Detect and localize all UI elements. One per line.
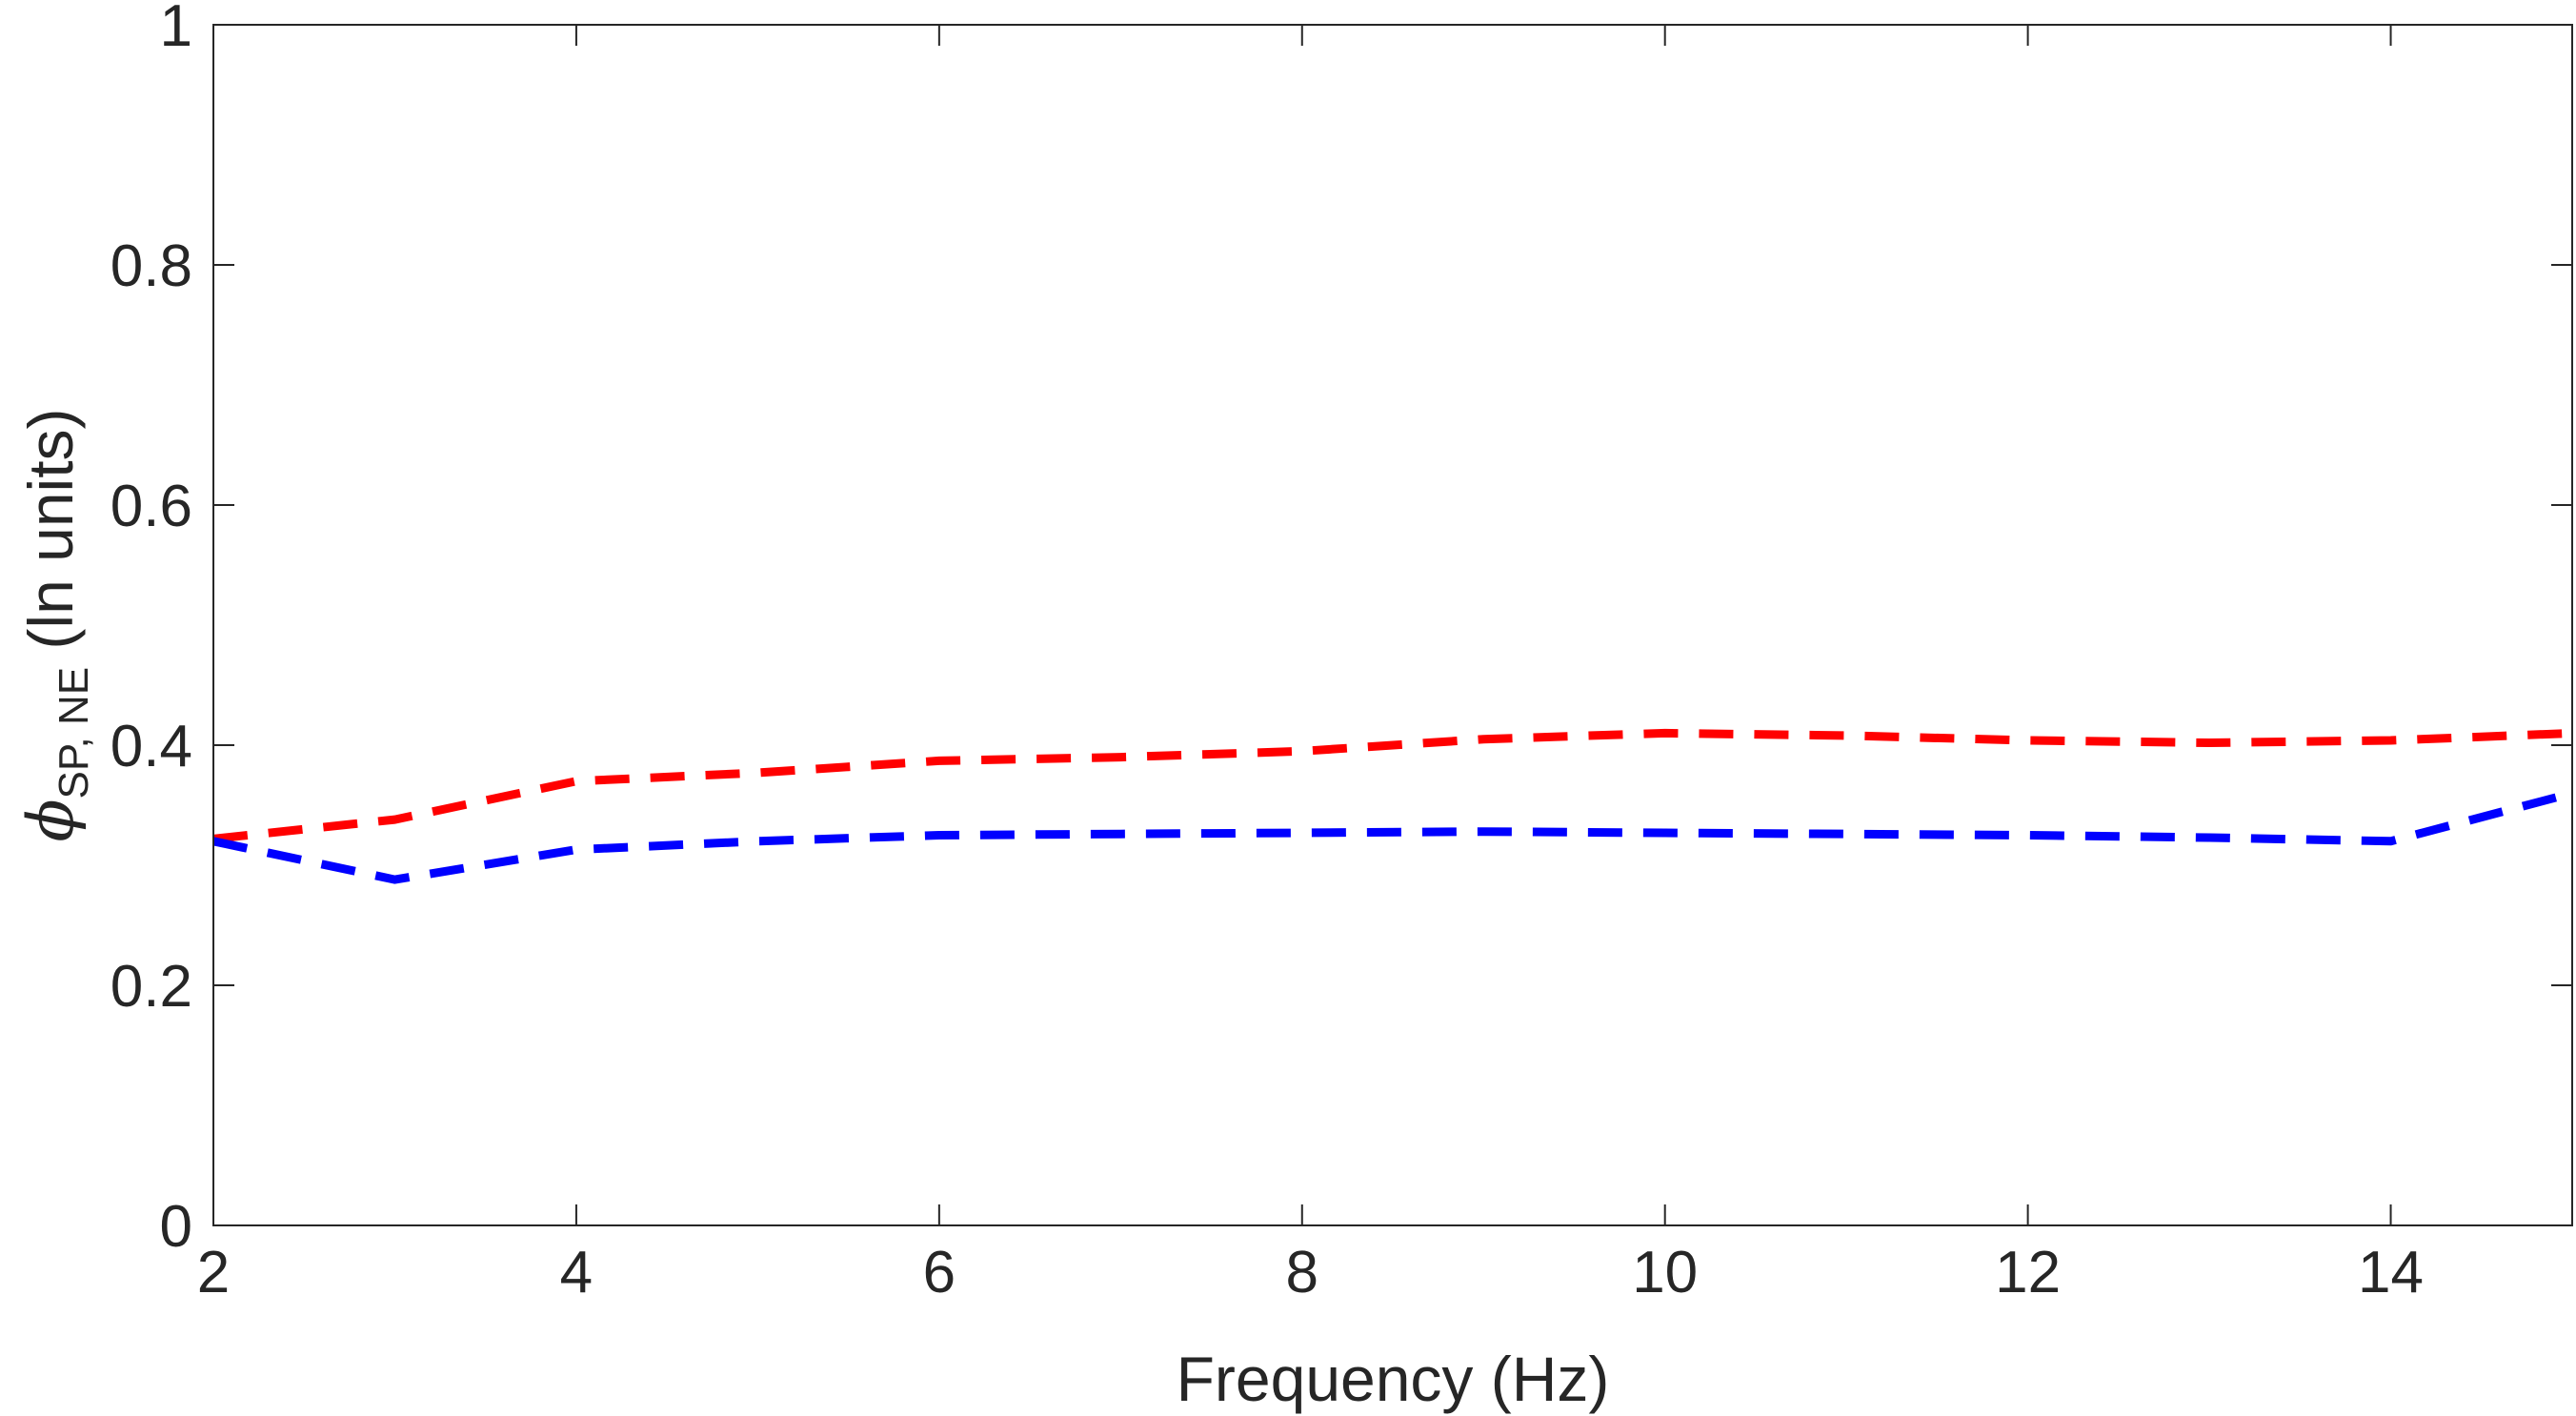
y-tick-labels: 0 0.2 0.4 0.6 0.8 1 [111,0,192,1260]
x-tick-label: 12 [1995,1240,2061,1305]
y-axis-label: ϕSP, NE (ln units) [14,408,97,841]
tick-marks [212,24,2572,1226]
y-tick-label: 0.4 [111,714,192,779]
x-tick-label: 14 [2358,1240,2424,1305]
y-axis-label-unit: (ln units) [15,408,86,666]
series-line-2 [212,789,2574,884]
x-tick-label: 2 [197,1240,230,1305]
series-layer [212,728,2574,884]
y-axis-label-subscript: SP, NE [50,667,97,799]
y-tick-label: 0 [160,1194,192,1260]
x-tick-label: 6 [923,1240,956,1305]
x-tick-label: 4 [560,1240,593,1305]
x-tick-label: 10 [1632,1240,1698,1305]
y-tick-label: 0.8 [111,233,192,299]
series-line-1 [212,728,2573,843]
y-tick-label: 0.2 [111,954,192,1020]
y-tick-label: 0.6 [111,474,192,539]
x-axis-label: Frequency (Hz) [1177,1344,1610,1414]
y-axis-label-symbol: ϕ [14,799,88,842]
x-tick-labels: 2 4 6 8 10 12 14 [197,1240,2424,1305]
x-tick-label: 8 [1286,1240,1318,1305]
y-tick-label: 1 [160,0,192,59]
plot-area-frame [212,24,2573,1226]
